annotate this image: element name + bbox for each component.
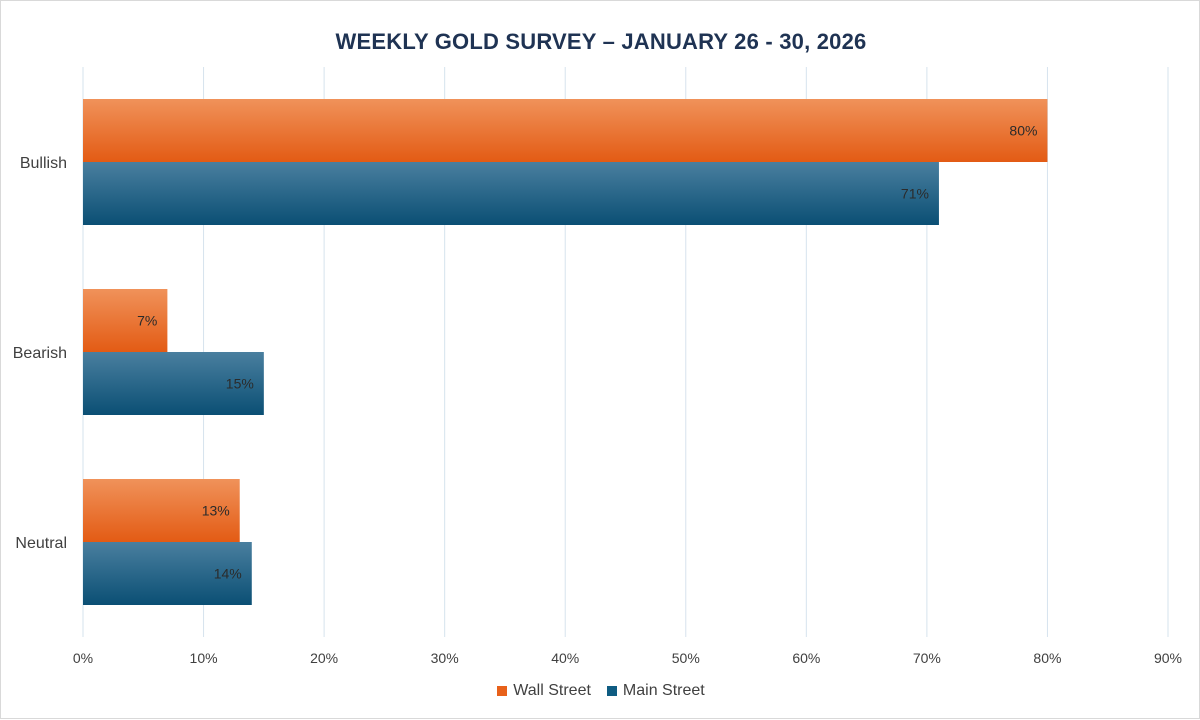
- legend-item: Main Street: [606, 682, 705, 700]
- x-tick-label: 20%: [310, 650, 338, 666]
- category-label: Neutral: [15, 535, 67, 552]
- data-label: 71%: [901, 186, 929, 202]
- data-label: 15%: [226, 376, 254, 392]
- data-label: 13%: [202, 503, 230, 519]
- category-label: Bearish: [13, 345, 67, 362]
- x-tick-label: 40%: [551, 650, 579, 666]
- legend-label: Main Street: [622, 682, 705, 699]
- bar-wall-street: [83, 289, 168, 352]
- x-tick-label: 80%: [1033, 650, 1061, 666]
- chart-title: WEEKLY GOLD SURVEY – JANUARY 26 - 30, 20…: [335, 29, 867, 54]
- bar-main-street: [83, 542, 252, 605]
- legend-swatch: [606, 686, 617, 696]
- legend-label: Wall Street: [513, 682, 591, 699]
- chart-legend: Wall Street Main Street: [1, 682, 1200, 700]
- bar-wall-street: [83, 479, 240, 542]
- x-tick-label: 50%: [672, 650, 700, 666]
- category-label: Bullish: [20, 155, 67, 172]
- x-tick-label: 0%: [73, 650, 93, 666]
- data-label: 80%: [1009, 123, 1037, 139]
- x-tick-label: 30%: [431, 650, 459, 666]
- data-label: 14%: [214, 566, 242, 582]
- x-tick-label: 90%: [1154, 650, 1182, 666]
- legend-item: Wall Street: [497, 682, 591, 700]
- x-tick-label: 60%: [792, 650, 820, 666]
- bar-main-street: [83, 162, 939, 225]
- legend-swatch: [497, 686, 508, 696]
- x-tick-label: 10%: [190, 650, 218, 666]
- data-label: 7%: [137, 313, 157, 329]
- bar-main-street: [83, 352, 264, 415]
- bar-wall-street: [83, 99, 1048, 162]
- x-tick-label: 70%: [913, 650, 941, 666]
